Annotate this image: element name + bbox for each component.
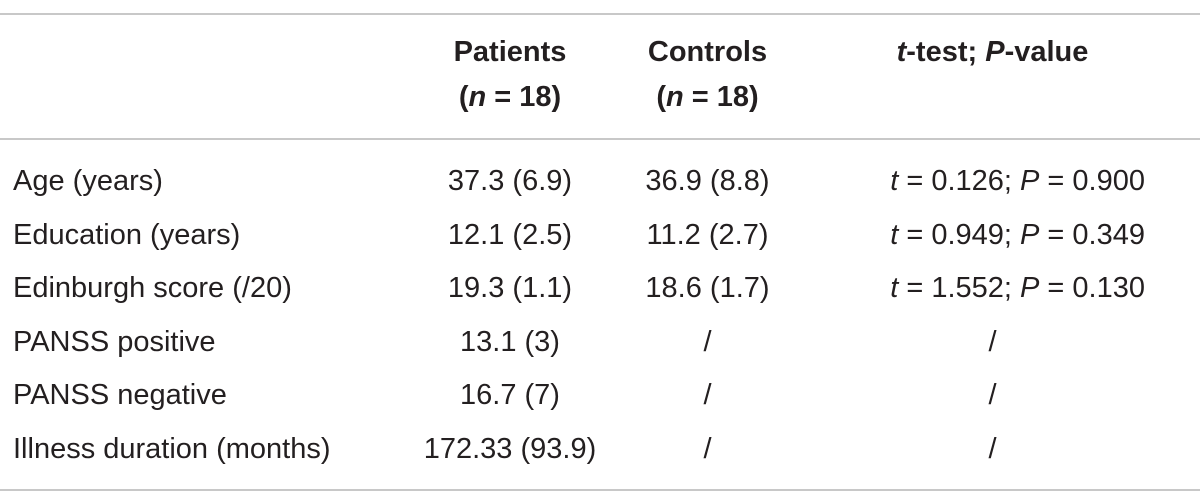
row-label: Illness duration (months) <box>13 432 331 465</box>
table-header-rule <box>0 138 1200 140</box>
header-patients: Patients (n = 18) <box>453 36 567 113</box>
row-label: PANSS negative <box>13 379 227 411</box>
header-controls: Controls (n = 18) <box>647 36 768 113</box>
ttest-value: t = 0.949; P = 0.349 <box>890 218 1145 251</box>
table-row: PANSS positive 13.1 (3) / / <box>0 316 1200 370</box>
table-body: Age (years) 37.3 (6.9) 36.9 (8.8) t = 0.… <box>0 155 1200 476</box>
header-ttest: t-test; P-value <box>896 36 1089 68</box>
table-row: PANSS negative 16.7 (7) / / <box>0 369 1200 423</box>
controls-value: / <box>703 432 712 465</box>
patients-value: 16.7 (7) <box>460 379 560 411</box>
controls-value: / <box>703 325 712 358</box>
controls-value: / <box>703 379 712 411</box>
ttest-value: t = 1.552; P = 0.130 <box>890 272 1145 304</box>
patients-value: 172.33 (93.9) <box>423 432 597 465</box>
controls-value: 18.6 (1.7) <box>645 272 770 304</box>
table-row: Education (years) 12.1 (2.5) 11.2 (2.7) … <box>0 209 1200 263</box>
ttest-value: / <box>988 432 997 465</box>
table-header-row: Patients (n = 18) Controls (n = 18) t-te… <box>0 30 1200 130</box>
patients-value: 12.1 (2.5) <box>447 218 573 251</box>
row-label: PANSS positive <box>13 325 216 358</box>
row-label: Education (years) <box>13 218 241 251</box>
table-row: Edinburgh score (/20) 19.3 (1.1) 18.6 (1… <box>0 262 1200 316</box>
controls-value: 11.2 (2.7) <box>646 218 769 251</box>
patients-value: 37.3 (6.9) <box>447 165 573 197</box>
table-row: Illness duration (months) 172.33 (93.9) … <box>0 423 1200 477</box>
row-label: Age (years) <box>13 165 163 197</box>
row-label: Edinburgh score (/20) <box>13 272 292 304</box>
ttest-value: / <box>988 325 997 358</box>
patients-value: 13.1 (3) <box>460 325 560 358</box>
table-top-rule <box>0 13 1200 15</box>
ttest-value: t = 0.126; P = 0.900 <box>890 165 1145 197</box>
controls-value: 36.9 (8.8) <box>645 165 770 197</box>
ttest-value: / <box>988 379 997 411</box>
table-bottom-rule <box>0 489 1200 491</box>
patients-value: 19.3 (1.1) <box>447 272 573 304</box>
table-row: Age (years) 37.3 (6.9) 36.9 (8.8) t = 0.… <box>0 155 1200 209</box>
